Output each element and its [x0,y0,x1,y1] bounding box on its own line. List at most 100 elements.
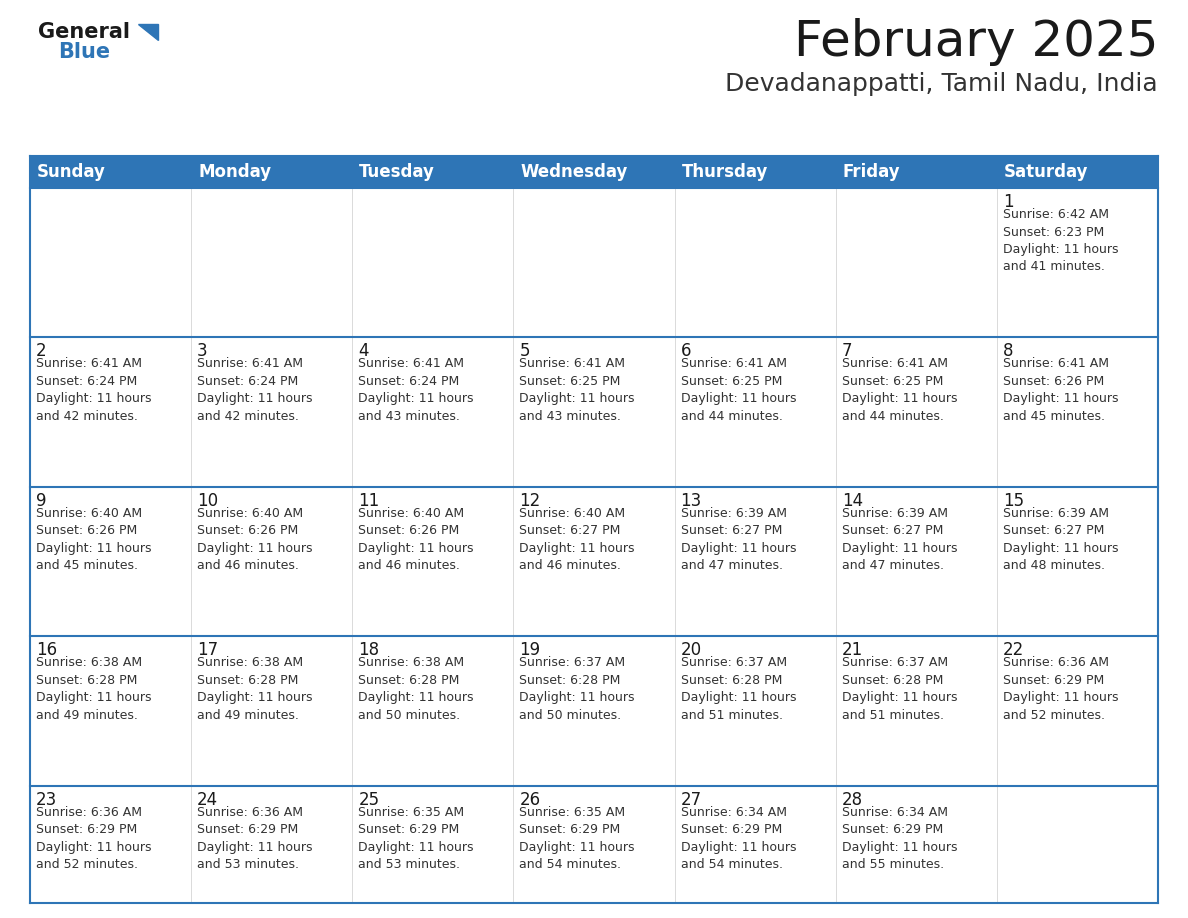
Text: February 2025: February 2025 [794,18,1158,66]
Bar [30,188,191,338]
Text: 24: 24 [197,790,219,809]
Text: 20: 20 [681,641,702,659]
Text: 5: 5 [519,342,530,361]
Bar [353,636,513,786]
Text: 22: 22 [1003,641,1024,659]
Text: Sunrise: 6:40 AM
Sunset: 6:26 PM
Daylight: 11 hours
and 45 minutes.: Sunrise: 6:40 AM Sunset: 6:26 PM Dayligh… [36,507,152,572]
Text: 12: 12 [519,492,541,509]
Bar [513,338,675,487]
Text: 27: 27 [681,790,702,809]
Bar [353,338,513,487]
Text: 3: 3 [197,342,208,361]
Text: Blue: Blue [58,42,110,62]
Text: Sunrise: 6:41 AM
Sunset: 6:26 PM
Daylight: 11 hours
and 45 minutes.: Sunrise: 6:41 AM Sunset: 6:26 PM Dayligh… [1003,357,1118,423]
Text: 15: 15 [1003,492,1024,509]
Text: Devadanappatti, Tamil Nadu, India: Devadanappatti, Tamil Nadu, India [726,72,1158,96]
Bar [675,636,835,786]
Text: Sunrise: 6:41 AM
Sunset: 6:25 PM
Daylight: 11 hours
and 44 minutes.: Sunrise: 6:41 AM Sunset: 6:25 PM Dayligh… [842,357,958,423]
Text: Sunrise: 6:39 AM
Sunset: 6:27 PM
Daylight: 11 hours
and 48 minutes.: Sunrise: 6:39 AM Sunset: 6:27 PM Dayligh… [1003,507,1118,572]
Text: Sunrise: 6:36 AM
Sunset: 6:29 PM
Daylight: 11 hours
and 53 minutes.: Sunrise: 6:36 AM Sunset: 6:29 PM Dayligh… [197,806,312,871]
Bar [191,188,353,338]
Text: 19: 19 [519,641,541,659]
Text: 4: 4 [359,342,368,361]
Text: Sunrise: 6:36 AM
Sunset: 6:29 PM
Daylight: 11 hours
and 52 minutes.: Sunrise: 6:36 AM Sunset: 6:29 PM Dayligh… [1003,656,1118,722]
Bar [191,487,353,636]
Text: Sunrise: 6:39 AM
Sunset: 6:27 PM
Daylight: 11 hours
and 47 minutes.: Sunrise: 6:39 AM Sunset: 6:27 PM Dayligh… [842,507,958,572]
Text: Sunrise: 6:37 AM
Sunset: 6:28 PM
Daylight: 11 hours
and 51 minutes.: Sunrise: 6:37 AM Sunset: 6:28 PM Dayligh… [842,656,958,722]
Text: Sunrise: 6:41 AM
Sunset: 6:24 PM
Daylight: 11 hours
and 43 minutes.: Sunrise: 6:41 AM Sunset: 6:24 PM Dayligh… [359,357,474,423]
Polygon shape [138,24,158,40]
Bar [997,188,1158,338]
Bar [353,188,513,338]
Text: 14: 14 [842,492,862,509]
Bar [353,487,513,636]
Text: 25: 25 [359,790,379,809]
Text: 10: 10 [197,492,219,509]
Text: General: General [38,22,129,42]
Text: Sunrise: 6:38 AM
Sunset: 6:28 PM
Daylight: 11 hours
and 50 minutes.: Sunrise: 6:38 AM Sunset: 6:28 PM Dayligh… [359,656,474,722]
Bar [997,636,1158,786]
Text: Sunrise: 6:41 AM
Sunset: 6:24 PM
Daylight: 11 hours
and 42 minutes.: Sunrise: 6:41 AM Sunset: 6:24 PM Dayligh… [197,357,312,423]
Bar [191,636,353,786]
Text: 18: 18 [359,641,379,659]
Bar [835,786,997,918]
Bar [30,636,191,786]
Text: Sunrise: 6:37 AM
Sunset: 6:28 PM
Daylight: 11 hours
and 51 minutes.: Sunrise: 6:37 AM Sunset: 6:28 PM Dayligh… [681,656,796,722]
Text: Sunrise: 6:34 AM
Sunset: 6:29 PM
Daylight: 11 hours
and 55 minutes.: Sunrise: 6:34 AM Sunset: 6:29 PM Dayligh… [842,806,958,871]
Bar [30,156,1158,188]
Text: Sunrise: 6:42 AM
Sunset: 6:23 PM
Daylight: 11 hours
and 41 minutes.: Sunrise: 6:42 AM Sunset: 6:23 PM Dayligh… [1003,208,1118,274]
Bar [191,338,353,487]
Text: 8: 8 [1003,342,1013,361]
Text: Sunrise: 6:34 AM
Sunset: 6:29 PM
Daylight: 11 hours
and 54 minutes.: Sunrise: 6:34 AM Sunset: 6:29 PM Dayligh… [681,806,796,871]
Text: Sunday: Sunday [37,163,106,181]
Text: 2: 2 [36,342,46,361]
Text: Thursday: Thursday [682,163,767,181]
Text: 7: 7 [842,342,852,361]
Text: Sunrise: 6:38 AM
Sunset: 6:28 PM
Daylight: 11 hours
and 49 minutes.: Sunrise: 6:38 AM Sunset: 6:28 PM Dayligh… [36,656,152,722]
Bar [835,636,997,786]
Text: Sunrise: 6:41 AM
Sunset: 6:24 PM
Daylight: 11 hours
and 42 minutes.: Sunrise: 6:41 AM Sunset: 6:24 PM Dayligh… [36,357,152,423]
Text: 6: 6 [681,342,691,361]
Bar [835,338,997,487]
Text: Sunrise: 6:40 AM
Sunset: 6:27 PM
Daylight: 11 hours
and 46 minutes.: Sunrise: 6:40 AM Sunset: 6:27 PM Dayligh… [519,507,634,572]
Bar [835,487,997,636]
Text: 23: 23 [36,790,57,809]
Text: Sunrise: 6:40 AM
Sunset: 6:26 PM
Daylight: 11 hours
and 46 minutes.: Sunrise: 6:40 AM Sunset: 6:26 PM Dayligh… [359,507,474,572]
Text: Tuesday: Tuesday [359,163,435,181]
Text: 21: 21 [842,641,862,659]
Text: Monday: Monday [198,163,271,181]
Text: 26: 26 [519,790,541,809]
Bar [513,487,675,636]
Bar [997,487,1158,636]
Bar [675,487,835,636]
Text: 9: 9 [36,492,46,509]
Text: Sunrise: 6:35 AM
Sunset: 6:29 PM
Daylight: 11 hours
and 53 minutes.: Sunrise: 6:35 AM Sunset: 6:29 PM Dayligh… [359,806,474,871]
Bar [30,338,191,487]
Bar [191,786,353,918]
Bar [353,786,513,918]
Bar [835,188,997,338]
Text: Sunrise: 6:37 AM
Sunset: 6:28 PM
Daylight: 11 hours
and 50 minutes.: Sunrise: 6:37 AM Sunset: 6:28 PM Dayligh… [519,656,634,722]
Text: Sunrise: 6:36 AM
Sunset: 6:29 PM
Daylight: 11 hours
and 52 minutes.: Sunrise: 6:36 AM Sunset: 6:29 PM Dayligh… [36,806,152,871]
Bar [30,487,191,636]
Bar [675,338,835,487]
Bar [675,786,835,918]
Text: Sunrise: 6:41 AM
Sunset: 6:25 PM
Daylight: 11 hours
and 44 minutes.: Sunrise: 6:41 AM Sunset: 6:25 PM Dayligh… [681,357,796,423]
Text: Sunrise: 6:38 AM
Sunset: 6:28 PM
Daylight: 11 hours
and 49 minutes.: Sunrise: 6:38 AM Sunset: 6:28 PM Dayligh… [197,656,312,722]
Text: Wednesday: Wednesday [520,163,627,181]
Text: 16: 16 [36,641,57,659]
Text: 11: 11 [359,492,379,509]
Bar [513,786,675,918]
Bar [513,636,675,786]
Text: Sunrise: 6:39 AM
Sunset: 6:27 PM
Daylight: 11 hours
and 47 minutes.: Sunrise: 6:39 AM Sunset: 6:27 PM Dayligh… [681,507,796,572]
Text: 17: 17 [197,641,219,659]
Text: Saturday: Saturday [1004,163,1088,181]
Bar [30,786,191,918]
Bar [997,338,1158,487]
Text: Sunrise: 6:35 AM
Sunset: 6:29 PM
Daylight: 11 hours
and 54 minutes.: Sunrise: 6:35 AM Sunset: 6:29 PM Dayligh… [519,806,634,871]
Bar [675,188,835,338]
Text: 13: 13 [681,492,702,509]
Text: Friday: Friday [842,163,901,181]
Text: 28: 28 [842,790,862,809]
Bar [997,786,1158,918]
